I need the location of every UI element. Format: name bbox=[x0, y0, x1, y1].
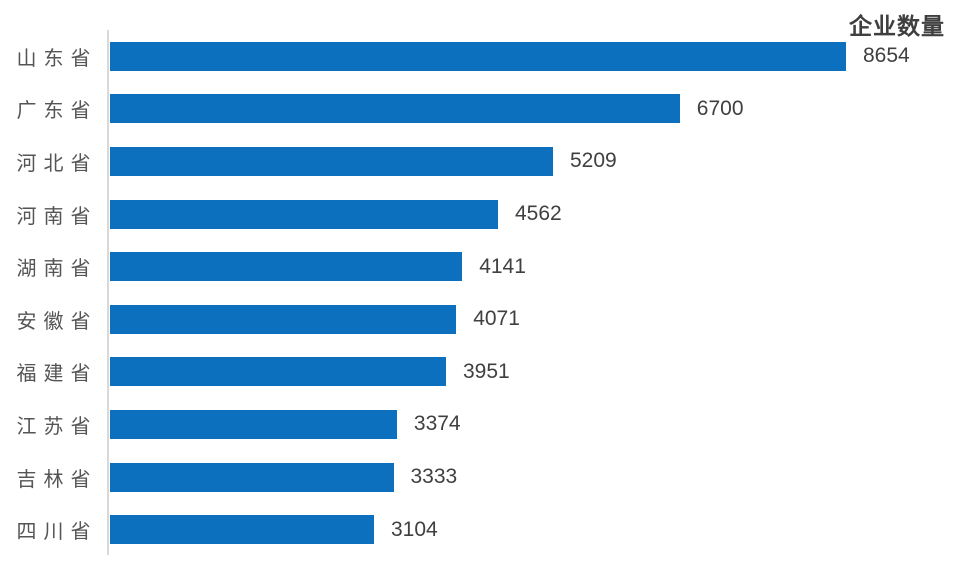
bar bbox=[110, 462, 394, 492]
bar bbox=[110, 304, 457, 334]
category-label: 四川省 bbox=[16, 521, 98, 544]
value-label: 4141 bbox=[479, 254, 526, 278]
value-label: 4071 bbox=[473, 307, 520, 331]
bar-row: 广东省 6700 bbox=[0, 83, 959, 136]
chart-title: 企业数量 bbox=[849, 13, 945, 39]
category-label: 江苏省 bbox=[16, 415, 98, 438]
bar-row: 安徽省 4071 bbox=[0, 293, 959, 346]
bar-row: 山东省 8654 bbox=[0, 30, 959, 83]
bar-row: 湖南省 4141 bbox=[0, 240, 959, 293]
bar-rows: 山东省 8654 广东省 6700 河北省 5209 河南省 4562 湖南省 4141 安徽省 40… bbox=[0, 30, 959, 556]
value-label: 4562 bbox=[515, 202, 562, 226]
bar-area: 4141 bbox=[110, 240, 526, 293]
bar bbox=[110, 252, 463, 282]
bar-area: 3104 bbox=[110, 503, 438, 556]
category-label: 湖南省 bbox=[16, 258, 98, 281]
category-label: 河南省 bbox=[16, 205, 98, 228]
bar bbox=[110, 146, 553, 176]
bar bbox=[110, 409, 397, 439]
bar bbox=[110, 515, 374, 545]
category-label: 广东省 bbox=[16, 100, 98, 123]
bar-row: 江苏省 3374 bbox=[0, 398, 959, 451]
value-label: 5209 bbox=[570, 149, 617, 173]
category-label: 福建省 bbox=[16, 363, 98, 386]
bar-area: 8654 bbox=[110, 30, 910, 83]
bar bbox=[110, 199, 498, 229]
bar-row: 福建省 3951 bbox=[0, 346, 959, 399]
category-label: 吉林省 bbox=[16, 468, 98, 491]
bar bbox=[110, 41, 846, 71]
bar-row: 河北省 5209 bbox=[0, 135, 959, 188]
bar-area: 4071 bbox=[110, 293, 520, 346]
category-label: 河北省 bbox=[16, 152, 98, 175]
value-label: 6700 bbox=[696, 96, 744, 120]
y-axis-line bbox=[107, 30, 109, 555]
value-label: 3333 bbox=[410, 465, 458, 489]
bar-area: 3374 bbox=[110, 398, 461, 451]
category-label: 安徽省 bbox=[16, 310, 98, 333]
bar-area: 3951 bbox=[110, 346, 510, 399]
bar bbox=[110, 357, 446, 387]
bar-row: 河南省 4562 bbox=[0, 188, 959, 241]
bar-row: 四川省 3104 bbox=[0, 503, 959, 556]
bar-area: 5209 bbox=[110, 135, 617, 188]
bar-area: 4562 bbox=[110, 188, 562, 241]
bar bbox=[110, 94, 680, 124]
category-label: 山东省 bbox=[16, 47, 98, 70]
bar-area: 3333 bbox=[110, 451, 457, 504]
bar-row: 吉林省 3333 bbox=[0, 451, 959, 504]
value-label: 3951 bbox=[463, 359, 510, 383]
bar-area: 6700 bbox=[110, 83, 744, 136]
value-label: 3374 bbox=[413, 412, 461, 436]
value-label: 8654 bbox=[863, 44, 910, 68]
value-label: 3104 bbox=[391, 517, 438, 541]
